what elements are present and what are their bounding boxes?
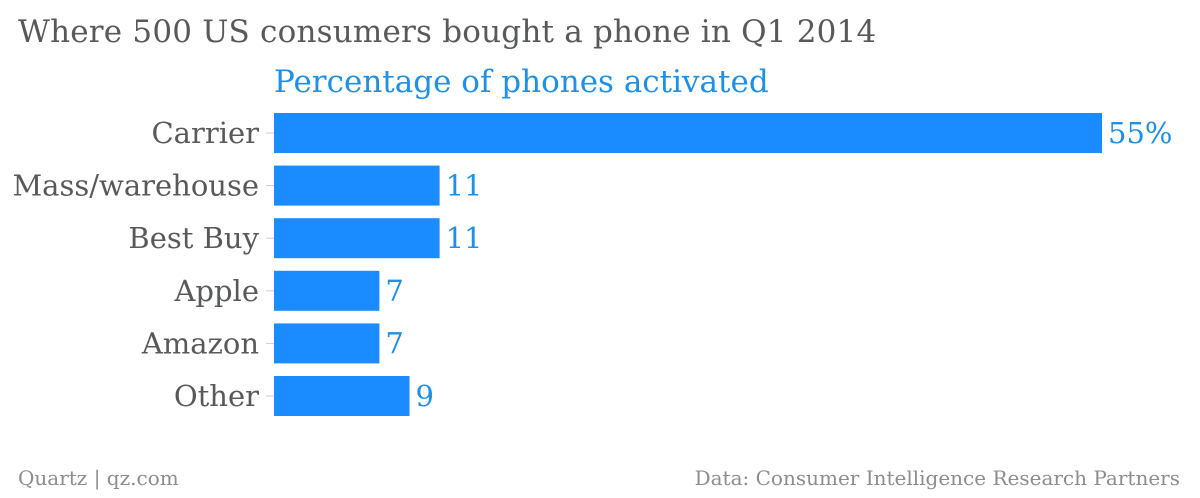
value-label: 7 [385, 274, 403, 308]
category-label: Other [174, 379, 259, 413]
value-label: 11 [446, 169, 483, 203]
value-label: 7 [385, 326, 403, 360]
category-label: Apple [173, 274, 259, 308]
bar-amazon [274, 323, 380, 364]
category-label: Carrier [151, 116, 259, 150]
chart-subtitle: Percentage of phones activated [274, 64, 769, 100]
footer-credit: Quartz | qz.com [18, 466, 179, 490]
chart-title: Where 500 US consumers bought a phone in… [18, 14, 877, 50]
category-label: Mass/warehouse [12, 169, 259, 203]
bar-other [274, 376, 410, 416]
category-label: Amazon [141, 326, 259, 360]
value-label: 55% [1108, 116, 1172, 150]
bar-mass-warehouse [274, 165, 440, 206]
footer-data-source: Data: Consumer Intelligence Research Par… [694, 466, 1180, 490]
bar-carrier [274, 113, 1102, 153]
value-label: 11 [446, 221, 483, 255]
bar-best-buy [274, 218, 440, 259]
bar-apple [274, 270, 380, 311]
category-label: Best Buy [128, 221, 259, 255]
value-label: 9 [415, 379, 433, 413]
